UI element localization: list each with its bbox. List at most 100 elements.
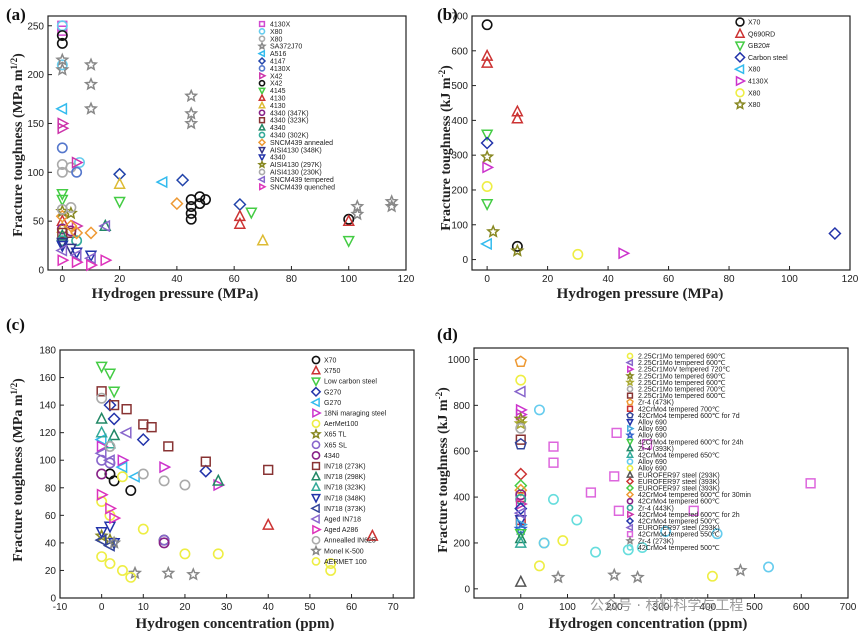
legend-label: Annealled IN625 [324,538,376,545]
legend-label: 4340 (323K) [270,118,309,125]
data-point [828,226,842,241]
data-point [482,161,495,174]
x-tick-label: 20 [542,274,554,285]
y-tick-label: 20 [45,566,57,577]
y-tick-label: 40 [45,538,57,549]
legend-label: 2.25Cr1Mo tempered 700℃ [638,387,726,394]
legend-label: 4130 [270,96,286,103]
data-point [115,460,128,474]
legend-marker [626,458,634,465]
legend-label: Alloy 690 [638,426,667,433]
legend-label: EUROFER97 steel (393K) [638,479,720,486]
legend-label: AERMET 100 [324,559,367,566]
data-point [95,526,108,540]
legend-marker [258,20,266,28]
data-point [108,399,120,411]
y-tick-label: 0 [464,584,470,595]
data-point [481,181,493,192]
x-tick-label: 100 [559,602,576,613]
legend-marker [258,168,266,176]
data-point [706,570,718,582]
legend-marker [625,490,635,499]
legend-label: Monel K-500 [324,548,364,555]
panel-label-d: (d) [437,325,458,344]
legend-marker [625,535,635,545]
data-point [515,374,527,386]
x-tick-label: 300 [653,602,670,613]
plot-frame [471,15,851,271]
legend-marker [312,524,322,535]
y-tick-label: 0 [462,255,468,266]
legend-label: 42CrMo4 tempered 600℃ [638,499,720,506]
data-point [480,136,494,150]
legend-label: Carbon steel [748,55,788,62]
legend-label: X80 [270,36,283,43]
x-axis-title-d: Hydrogen concentration (ppm) [549,616,748,632]
data-point [533,404,545,416]
data-point [56,59,68,71]
legend-label: 42CrMo4 tempered 600℃ for 2h [638,512,740,519]
data-point [100,254,113,267]
legend-label: Aged IN718 [324,517,361,524]
y-tick-label: 1000 [448,355,471,366]
x-tick-label: 60 [229,274,241,285]
legend-marker [311,461,321,471]
y-tick-label: 100 [451,220,468,231]
data-point [184,88,199,103]
data-point [186,567,201,581]
legend-marker [258,65,266,72]
legend-marker [257,175,266,184]
legend-marker [310,386,322,398]
data-point [104,440,116,452]
legend-label: A516 [270,51,286,58]
legend-label: 4340 [270,125,286,132]
data-point [533,560,545,572]
x-tick-label: -10 [53,602,68,613]
data-point [155,175,168,189]
legend-label: Alloy 690 [638,433,667,440]
data-point [74,157,85,169]
data-point [65,202,77,213]
legend-label: 2.25Cr1Mo tempered 690℃ [638,373,726,380]
data-point [96,392,108,404]
legend-marker [257,56,267,66]
data-point [513,411,528,426]
legend-label: 2.25Cr1Mo tempered 600℃ [638,393,726,400]
legend-label: Alloy 690 [638,466,667,473]
legend-marker [257,49,266,58]
x-tick-label: 500 [746,602,763,613]
data-point [548,441,559,452]
legend-label: SNCM439 tempered [270,177,334,184]
legend-marker [625,430,635,440]
legend-marker [735,75,747,87]
data-point [57,254,70,267]
data-point [184,116,199,130]
data-point [511,240,523,252]
y-tick-label: 100 [39,456,56,467]
data-point [158,475,170,487]
plot-frame [47,15,407,271]
data-point [109,511,122,525]
data-point [514,528,527,541]
data-point [117,454,130,467]
legend-marker [734,41,746,52]
legend-label: X80 [270,29,283,36]
y-tick-label: 0 [50,594,56,605]
x-tick-label: 100 [340,274,357,285]
data-point [481,19,493,31]
y-tick-label: 120 [39,428,56,439]
x-tick-label: 0 [484,274,490,285]
legend-label: Low carbon steel [324,379,377,386]
data-point [176,173,190,187]
data-point [83,57,99,71]
data-point [95,411,108,424]
data-point [71,255,84,269]
data-point [113,176,126,189]
x-tick-label: 700 [840,602,857,613]
data-point [233,209,247,222]
legend-marker [258,109,266,117]
x-tick-label: 20 [179,602,191,613]
legend-marker [735,88,745,98]
